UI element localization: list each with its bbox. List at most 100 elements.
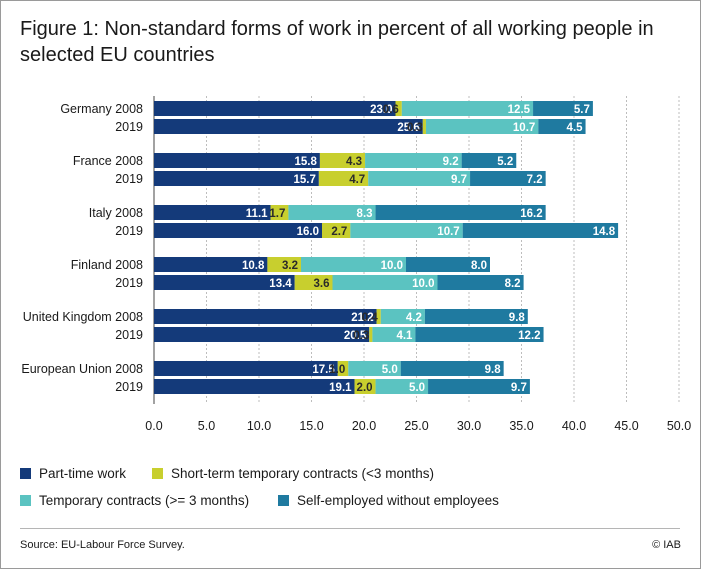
bar-segment bbox=[372, 327, 416, 342]
bar-segment bbox=[461, 153, 517, 168]
category-label: 2019 bbox=[115, 276, 143, 290]
category-label: European Union 2008 bbox=[21, 362, 143, 376]
data-label: 4.7 bbox=[349, 174, 365, 186]
bar-segment bbox=[375, 205, 546, 220]
data-label: 15.7 bbox=[293, 174, 315, 186]
category-label: 2019 bbox=[115, 224, 143, 238]
bar-segment bbox=[154, 379, 355, 394]
data-label: 19.1 bbox=[329, 382, 352, 394]
x-tick-label: 50.0 bbox=[667, 419, 691, 433]
x-tick-label: 40.0 bbox=[562, 419, 586, 433]
bar-segment bbox=[428, 379, 530, 394]
bar-segment bbox=[267, 257, 301, 272]
category-label: 2019 bbox=[115, 172, 143, 186]
data-label: 16.2 bbox=[520, 208, 542, 220]
bar-segment bbox=[369, 327, 373, 342]
data-label: 10.7 bbox=[437, 226, 459, 238]
bar-segment bbox=[301, 257, 406, 272]
category-label: 2019 bbox=[115, 120, 143, 134]
bar-segment bbox=[337, 361, 349, 376]
bar-segment bbox=[154, 171, 319, 186]
data-label: 2.7 bbox=[331, 226, 347, 238]
legend-item-self-employed: Self-employed without employees bbox=[278, 493, 499, 508]
data-label: 5.7 bbox=[574, 104, 590, 116]
bar-segment bbox=[470, 171, 546, 186]
copyright-note: © IAB bbox=[652, 539, 681, 551]
bar-segment bbox=[154, 205, 271, 220]
data-label: 2.0 bbox=[357, 382, 373, 394]
category-label: Italy 2008 bbox=[89, 206, 143, 220]
data-label: 4.5 bbox=[567, 122, 584, 134]
bar-segment bbox=[406, 257, 490, 272]
bar-segment bbox=[533, 101, 593, 116]
bar-segment bbox=[415, 327, 544, 342]
x-tick-label: 20.0 bbox=[352, 419, 376, 433]
legend-label: Part-time work bbox=[39, 466, 127, 481]
data-label: 8.3 bbox=[357, 208, 373, 220]
legend-item-part-time: Part-time work bbox=[20, 466, 126, 481]
data-label: 0.3 bbox=[353, 330, 369, 342]
bar-segment bbox=[154, 257, 268, 272]
data-label: 9.2 bbox=[443, 156, 459, 168]
data-label: 3.2 bbox=[282, 260, 298, 272]
x-tick-label: 0.0 bbox=[145, 419, 162, 433]
data-label: 9.7 bbox=[511, 382, 527, 394]
bar-segment bbox=[294, 275, 333, 290]
bar-segment bbox=[154, 101, 396, 116]
bar-segment bbox=[395, 101, 402, 116]
data-label: 5.0 bbox=[382, 364, 398, 376]
data-label: 4.2 bbox=[406, 312, 422, 324]
data-label: 4.1 bbox=[396, 330, 413, 342]
x-tick-label: 35.0 bbox=[509, 419, 533, 433]
data-label: 9.7 bbox=[451, 174, 467, 186]
bar-segment bbox=[288, 205, 376, 220]
data-label: 14.8 bbox=[593, 226, 616, 238]
category-label: United Kingdom 2008 bbox=[23, 310, 143, 324]
legend-item-temporary: Temporary contracts (>= 3 months) bbox=[20, 493, 249, 508]
x-tick-label: 45.0 bbox=[614, 419, 638, 433]
bar-segment bbox=[350, 223, 463, 238]
x-tick-label: 30.0 bbox=[457, 419, 481, 433]
bar-segment bbox=[375, 379, 429, 394]
legend-label: Self-employed without employees bbox=[297, 493, 499, 508]
data-label: 10.7 bbox=[513, 122, 535, 134]
bar-segment bbox=[332, 275, 438, 290]
source-note: Source: EU-Labour Force Survey. bbox=[20, 539, 185, 551]
legend-swatch bbox=[20, 468, 31, 479]
bar-segment bbox=[422, 119, 426, 134]
bar-segment bbox=[354, 379, 376, 394]
data-label: 8.2 bbox=[505, 278, 521, 290]
bar-segment bbox=[401, 101, 534, 116]
data-label: 16.0 bbox=[297, 226, 319, 238]
bar-segment bbox=[425, 119, 539, 134]
stacked-bar-chart: 23.00.6 12.5 5.725.60.3 10.7 4.515.8 4.3 9.2 5.… bbox=[21, 96, 691, 433]
data-label: 9.8 bbox=[509, 312, 526, 324]
bar-segment bbox=[348, 361, 401, 376]
data-label: 12.2 bbox=[518, 330, 540, 342]
bar-segment bbox=[154, 309, 377, 324]
data-label: 7.2 bbox=[527, 174, 543, 186]
legend-swatch bbox=[278, 495, 289, 506]
category-label: 2019 bbox=[115, 380, 143, 394]
data-label: 1.7 bbox=[269, 208, 285, 220]
data-label: 15.8 bbox=[295, 156, 318, 168]
bar-segment bbox=[154, 275, 295, 290]
bar-segment bbox=[380, 309, 425, 324]
data-label: 4.3 bbox=[346, 156, 362, 168]
category-label: 2019 bbox=[115, 328, 143, 342]
data-label: 10.0 bbox=[412, 278, 434, 290]
footer-divider bbox=[20, 528, 680, 529]
chart-title: Figure 1: Non-standard forms of work in … bbox=[20, 18, 654, 66]
data-label: 13.4 bbox=[269, 278, 292, 290]
bar-segment bbox=[365, 153, 462, 168]
data-label: 12.5 bbox=[508, 104, 531, 116]
bar-segment bbox=[318, 171, 369, 186]
legend-item-short-term: Short-term temporary contracts (<3 month… bbox=[152, 466, 434, 481]
data-label: 0.3 bbox=[407, 122, 423, 134]
bar-segment bbox=[154, 153, 320, 168]
bar-segment bbox=[154, 223, 322, 238]
category-label: Finland 2008 bbox=[71, 258, 143, 272]
category-label: France 2008 bbox=[73, 154, 143, 168]
bar-segment bbox=[154, 361, 338, 376]
data-label: 17.5 bbox=[312, 364, 335, 376]
